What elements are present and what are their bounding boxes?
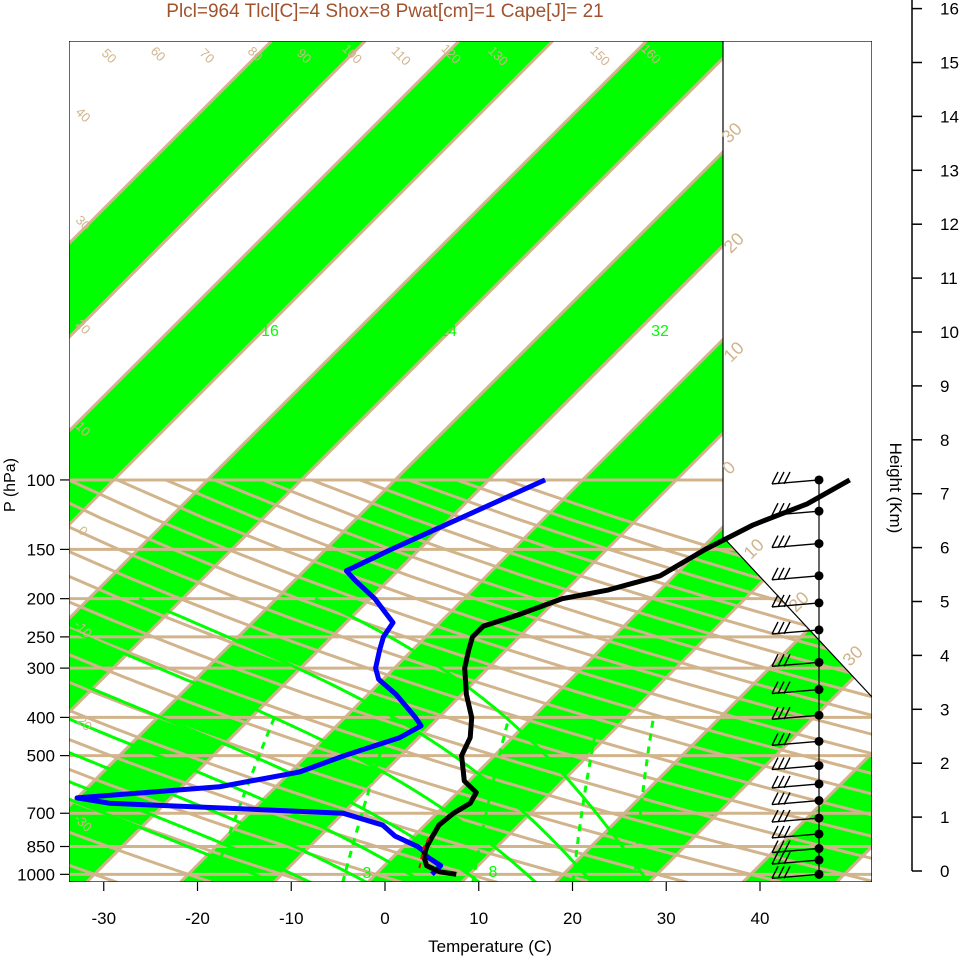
height-tick-label: 14 [940,107,959,126]
height-tick-label: 10 [940,323,959,342]
temperature-tick-label: 30 [657,909,676,928]
height-tick-label: 0 [940,862,949,881]
height-tick-label: 7 [940,485,949,504]
y-axis-label: P (hPa) [2,458,19,512]
height-tick-label: 6 [940,539,949,558]
pressure-tick-label: 250 [27,628,55,647]
theta-label: 110 [389,43,414,68]
pressure-tick-label: 400 [27,708,55,727]
temperature-tick-label: 20 [563,909,582,928]
theta-label: 60 [148,43,169,64]
dry-adiabat-line [0,480,23,883]
pressure-tick-label: 1000 [17,865,55,884]
isotherm-label: 40 [73,104,94,125]
height-tick-label: 1 [940,808,949,827]
wind-barb-flag [772,622,778,634]
height-tick-label: 8 [940,431,949,450]
wind-barb-flag [772,776,778,788]
mixing-ratio-label: 3 [363,865,372,882]
height-tick-label: 15 [940,54,959,73]
theta-label: 150 [587,43,613,69]
temperature-tick-label: -20 [185,909,210,928]
pressure-tick-label: 100 [27,471,55,490]
mixing-ratio-label: 12 [190,323,208,340]
height-axis-label: Height (Km) [886,443,905,534]
height-tick-label: 3 [940,700,949,719]
pressure-tick-label: 500 [27,747,55,766]
temperature-tick-label: 10 [469,909,488,928]
wind-barb-flag [778,622,784,634]
height-tick-label: 2 [940,754,949,773]
wind-barb-flag [778,793,784,805]
temperature-tick-label: -10 [279,909,304,928]
height-tick-label: 4 [940,646,949,665]
pressure-tick-label: 150 [27,540,55,559]
temperature-tick-label: 0 [380,909,389,928]
height-tick-label: 9 [940,377,949,396]
x-axis-label: Temperature (C) [428,937,552,956]
theta-label: 70 [197,45,218,66]
mixing-ratio-label: 24 [439,323,457,340]
pressure-tick-label: 850 [27,838,55,857]
pressure-tick-label: 300 [27,659,55,678]
theta-label: 50 [99,45,120,66]
chart-title: Plcl=964 Tlcl[C]=4 Shox=8 Pwat[cm]=1 Cap… [166,1,603,22]
temperature-tick-label: -30 [91,909,116,928]
height-tick-label: 5 [940,593,949,612]
wind-barb-flag [778,776,784,788]
wind-barb-flag [778,758,784,770]
pressure-tick-label: 200 [27,590,55,609]
height-tick-label: 11 [940,269,958,288]
height-tick-label: 16 [940,0,959,19]
height-tick-label: 12 [940,215,959,234]
mixing-ratio-label: 16 [261,323,279,340]
mixing-ratio-label: 32 [651,323,669,340]
wind-barb-flag [772,793,778,805]
mixing-ratio-label: 8 [489,864,498,881]
pressure-tick-label: 700 [27,804,55,823]
height-tick-label: 13 [940,161,959,180]
temperature-tick-label: 40 [751,909,770,928]
